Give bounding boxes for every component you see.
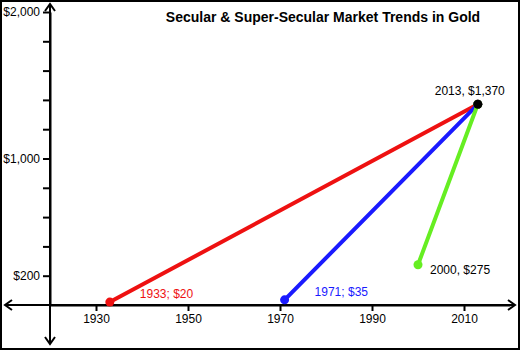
background xyxy=(0,0,520,350)
x-tick: 1950 xyxy=(175,305,202,326)
y-tick-mark xyxy=(43,217,50,219)
series-marker xyxy=(105,298,114,307)
chart-container: Secular & Super-Secular Market Trends in… xyxy=(0,0,520,350)
y-tick-mark xyxy=(43,70,50,72)
series-marker xyxy=(473,100,482,109)
x-tick-mark xyxy=(188,305,190,311)
y-axis: $200 $1,000 $2,000 xyxy=(3,5,50,305)
chart-title: Secular & Super-Secular Market Trends in… xyxy=(166,9,480,25)
annotation-label: 1933; $20 xyxy=(140,287,194,301)
series-marker xyxy=(280,295,289,304)
y-tick: $200 xyxy=(13,269,50,283)
y-axis-extension xyxy=(49,5,51,343)
arrow-left xyxy=(5,300,12,310)
x-tick-label: 1970 xyxy=(267,312,294,326)
x-tick: 1990 xyxy=(359,305,386,326)
annotation-marker xyxy=(473,100,482,109)
frame xyxy=(1,1,519,349)
x-tick-label: 2010 xyxy=(451,312,478,326)
series-line xyxy=(418,104,478,264)
y-tick-mark xyxy=(43,99,50,101)
y-tick-label: $200 xyxy=(13,269,40,283)
y-tick-mark xyxy=(43,187,50,189)
annotation-label: 1971; $35 xyxy=(315,285,369,299)
annotation-label: 2013, $1,370 xyxy=(435,84,505,98)
x-tick-mark xyxy=(280,305,282,311)
series-marker xyxy=(473,100,482,109)
x-tick: 1970 xyxy=(267,305,294,326)
y-tick xyxy=(43,217,50,218)
x-tick-label: 1930 xyxy=(83,312,110,326)
y-tick xyxy=(43,41,50,42)
y-tick xyxy=(43,129,50,130)
y-tick xyxy=(43,100,50,101)
series-marker xyxy=(473,100,482,109)
arrow-down xyxy=(45,337,55,344)
x-tick: 2010 xyxy=(451,305,478,326)
y-tick-label: $2,000 xyxy=(3,5,40,19)
x-tick-mark xyxy=(372,305,374,311)
arrow-up xyxy=(45,4,55,11)
x-tick-label: 1950 xyxy=(175,312,202,326)
axis-decoration xyxy=(5,4,515,344)
y-tick xyxy=(43,246,50,247)
y-tick-mark xyxy=(43,158,50,160)
x-tick-mark xyxy=(464,305,466,311)
x-tick-mark xyxy=(96,305,98,311)
y-tick xyxy=(43,71,50,72)
x-tick: 1930 xyxy=(83,305,110,326)
x-axis: 1930 1950 1970 1990 2010 xyxy=(51,305,511,326)
series-line xyxy=(110,104,478,302)
y-tick-mark xyxy=(43,12,50,14)
chart-svg: Secular & Super-Secular Market Trends in… xyxy=(0,0,520,350)
annotation-label: 2000, $275 xyxy=(430,263,490,277)
plot-labels: 1933; $20 1971; $35 2000, $275 2013, $1,370 xyxy=(140,84,505,301)
y-tick: $2,000 xyxy=(3,5,50,19)
x-axis-extension xyxy=(6,304,514,306)
plot-marks xyxy=(105,100,482,307)
y-tick xyxy=(43,188,50,189)
y-tick-label: $1,000 xyxy=(3,152,40,166)
y-tick-mark xyxy=(43,41,50,43)
series-marker xyxy=(414,260,423,269)
y-tick-mark xyxy=(43,275,50,277)
y-tick-mark xyxy=(43,129,50,131)
y-tick-mark xyxy=(43,246,50,248)
y-tick: $1,000 xyxy=(3,152,50,166)
x-tick-label: 1990 xyxy=(359,312,386,326)
